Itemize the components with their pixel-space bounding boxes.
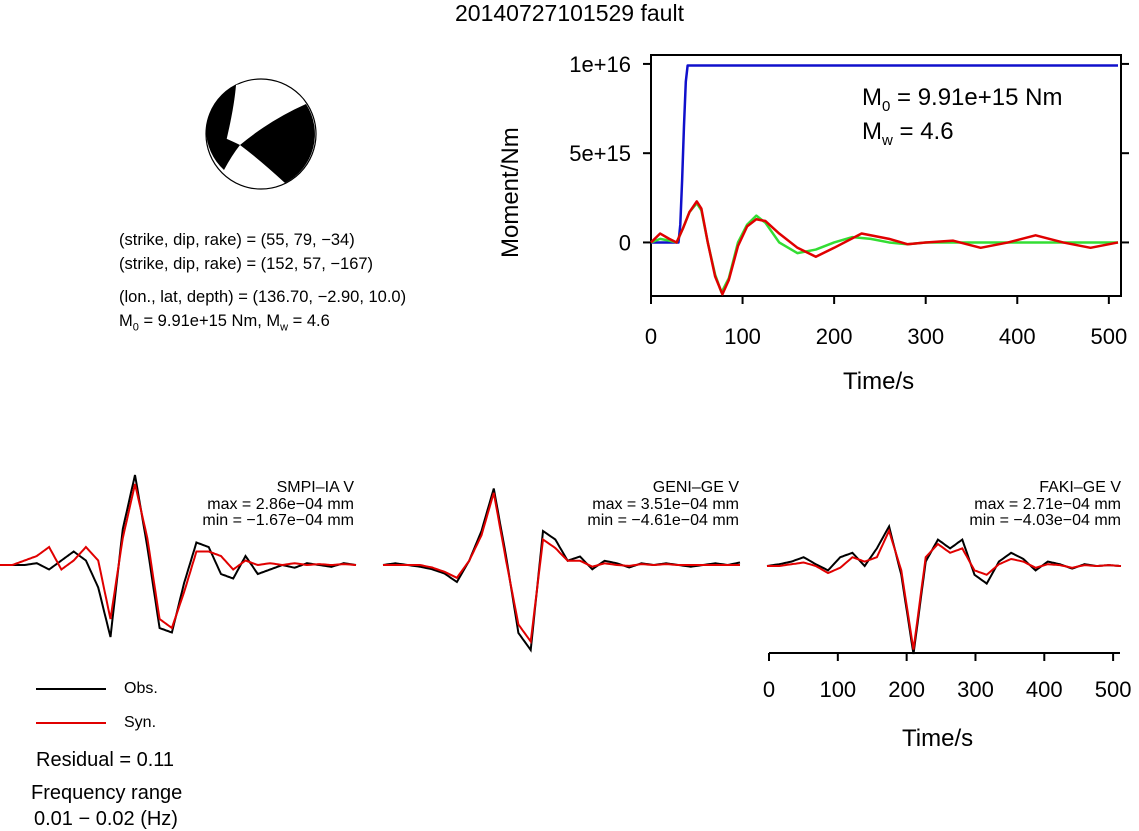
waveform-syn-2 [383, 492, 740, 645]
station-name-3: FAKI–GE V [1039, 479, 1121, 496]
beachball-compressional-quadrant-4 [206, 130, 240, 170]
station-max-3: max = 2.71e−04 mm [974, 496, 1121, 513]
beachball-compressional-quadrant-3 [240, 104, 315, 183]
station-name-1: SMPI–IA V [276, 479, 354, 496]
frequency-range-label: Frequency range [31, 782, 183, 804]
moment-x-tick-label: 300 [907, 324, 944, 349]
beachball [205, 78, 317, 190]
waveform-panels [0, 474, 1122, 655]
moment-annotation-m0: M0 = 9.91e+15 Nm [862, 84, 1063, 115]
station-min-2: min = −4.61e−04 mm [587, 512, 739, 529]
beachball-compressional-quadrant-2 [236, 82, 306, 145]
waveform-x-tick-label: 500 [1095, 677, 1132, 702]
station-min-3: min = −4.03e−04 mm [969, 512, 1121, 529]
moment-series-rate_red [650, 200, 1119, 296]
moment-x-tick-label: 200 [816, 324, 853, 349]
frequency-range-value: 0.01 − 0.02 (Hz) [34, 808, 178, 830]
moment-x-tick-label: 500 [1090, 324, 1127, 349]
waveform-syn-1 [0, 483, 357, 630]
moment-plot-frame [650, 54, 1122, 297]
station-max-2: max = 3.51e−04 mm [592, 496, 739, 513]
nodal-plane-1: (strike, dip, rake) = (55, 79, −34) [119, 231, 355, 249]
moment-y-tick-label: 5e+15 [569, 141, 631, 166]
moment-annotation-mw: Mw = 4.6 [862, 118, 954, 149]
station-name-2: GENI–GE V [652, 479, 739, 496]
waveform-time-axis: 0 100 200 300 400 500 [763, 652, 1132, 702]
waveform-x-tick-label: 300 [957, 677, 994, 702]
moment-y-tick-label: 0 [619, 230, 631, 255]
moment-y-tick-label: 1e+16 [569, 52, 631, 77]
waveform-x-tick-label: 0 [763, 677, 775, 702]
residual-value: Residual = 0.11 [36, 749, 175, 771]
chart-title: 20140727101529 fault [455, 0, 684, 26]
waveform-x-tick-label: 200 [888, 677, 925, 702]
station-min-1: min = −1.67e−04 mm [202, 512, 354, 529]
legend-obs-label: Obs. [124, 680, 158, 697]
moment-panel: 0 100 200 300 400 500 0 5e+15 1e+16 [569, 52, 1129, 349]
waveform-obs-3 [766, 523, 1122, 655]
moment-summary: M0 = 9.91e+15 Nm, Mw = 4.6 [119, 312, 330, 334]
moment-x-tick-label: 0 [645, 324, 657, 349]
waveform-x-tick-label: 400 [1026, 677, 1063, 702]
legend-syn-label: Syn. [124, 714, 157, 731]
moment-series-rate_green [650, 201, 1118, 294]
moment-x-tick-label: 400 [999, 324, 1036, 349]
waveform-x-tick-label: 100 [819, 677, 856, 702]
hypocenter-location: (lon., lat, depth) = (136.70, −2.90, 10.… [119, 288, 407, 306]
station-max-1: max = 2.86e−04 mm [207, 496, 354, 513]
nodal-plane-2: (strike, dip, rake) = (152, 57, −167) [119, 255, 374, 273]
moment-x-tick-label: 100 [724, 324, 761, 349]
waveform-syn-3 [767, 528, 1122, 650]
moment-x-axis-label: Time/s [843, 368, 915, 395]
moment-y-axis-label: Moment/Nm [497, 127, 524, 258]
waveform-x-axis-label: Time/s [902, 725, 974, 752]
